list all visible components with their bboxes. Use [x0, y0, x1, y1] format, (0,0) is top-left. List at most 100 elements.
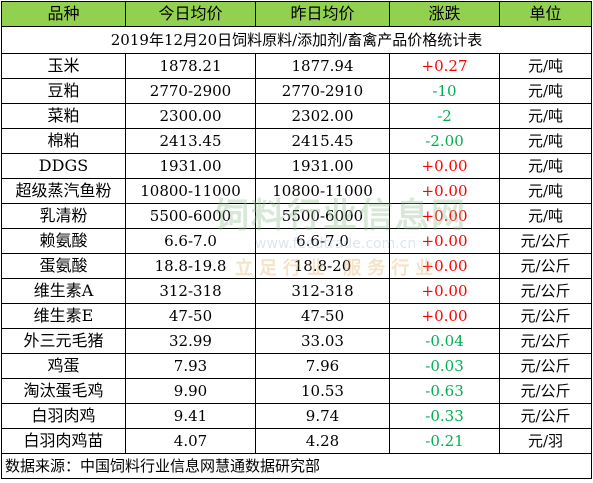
cell-change: +0.00	[389, 303, 500, 329]
table-row: 超级蒸汽鱼粉 10800-11000 10800-11000 +0.00 元/吨	[1, 178, 592, 204]
cell-name: 维生素A	[1, 278, 126, 304]
cell-name: 菜粕	[1, 103, 126, 129]
cell-change: -0.04	[389, 328, 500, 354]
cell-name: 乳清粉	[1, 203, 126, 229]
cell-yesterday-price: 5500-6000	[255, 203, 390, 229]
table-row: 外三元毛猪 32.99 33.03 -0.04 元/公斤	[1, 328, 592, 354]
footer-row: 数据来源：中国饲料行业信息网慧通数据研究部	[1, 453, 592, 479]
cell-today-price: 47-50	[125, 303, 256, 329]
cell-yesterday-price: 33.03	[255, 328, 390, 354]
cell-today-price: 4.07	[125, 428, 256, 454]
cell-change: -10	[389, 78, 500, 104]
cell-today-price: 312-318	[125, 278, 256, 304]
cell-change: +0.00	[389, 203, 500, 229]
cell-yesterday-price: 7.96	[255, 353, 390, 379]
cell-change: +0.00	[389, 278, 500, 304]
cell-unit: 元/公斤	[499, 328, 592, 354]
cell-change: -0.03	[389, 353, 500, 379]
table-row: 玉米 1878.21 1877.94 +0.27 元/吨	[1, 53, 592, 79]
cell-yesterday-price: 2770-2910	[255, 78, 390, 104]
cell-name: 超级蒸汽鱼粉	[1, 178, 126, 204]
table-row: 棉粕 2413.45 2415.45 -2.00 元/吨	[1, 128, 592, 154]
cell-unit: 元/公斤	[499, 278, 592, 304]
table-row: 蛋氨酸 18.8-19.8 18.8-20 +0.00 元/公斤	[1, 253, 592, 279]
cell-unit: 元/公斤	[499, 378, 592, 404]
table-row: 豆粕 2770-2900 2770-2910 -10 元/吨	[1, 78, 592, 104]
cell-change: -0.63	[389, 378, 500, 404]
cell-unit: 元/羽	[499, 428, 592, 454]
cell-today-price: 10800-11000	[125, 178, 256, 204]
cell-change: -0.21	[389, 428, 500, 454]
cell-today-price: 32.99	[125, 328, 256, 354]
cell-name: 蛋氨酸	[1, 253, 126, 279]
header-name: 品种	[1, 1, 126, 27]
cell-yesterday-price: 2415.45	[255, 128, 390, 154]
cell-today-price: 2413.45	[125, 128, 256, 154]
cell-change: +0.00	[389, 253, 500, 279]
cell-today-price: 1878.21	[125, 53, 256, 79]
cell-unit: 元/吨	[499, 153, 592, 179]
cell-name: 豆粕	[1, 78, 126, 104]
cell-change: +0.00	[389, 228, 500, 254]
cell-unit: 元/吨	[499, 78, 592, 104]
cell-name: 维生素E	[1, 303, 126, 329]
cell-unit: 元/公斤	[499, 353, 592, 379]
cell-yesterday-price: 18.8-20	[255, 253, 390, 279]
cell-today-price: 9.90	[125, 378, 256, 404]
cell-today-price: 9.41	[125, 403, 256, 429]
cell-yesterday-price: 47-50	[255, 303, 390, 329]
table-row: DDGS 1931.00 1931.00 +0.00 元/吨	[1, 153, 592, 179]
cell-change: -2	[389, 103, 500, 129]
cell-unit: 元/公斤	[499, 253, 592, 279]
cell-unit: 元/吨	[499, 128, 592, 154]
cell-yesterday-price: 9.74	[255, 403, 390, 429]
cell-name: 白羽肉鸡苗	[1, 428, 126, 454]
cell-unit: 元/吨	[499, 53, 592, 79]
cell-name: 棉粕	[1, 128, 126, 154]
cell-yesterday-price: 1877.94	[255, 53, 390, 79]
cell-yesterday-price: 4.28	[255, 428, 390, 454]
cell-yesterday-price: 312-318	[255, 278, 390, 304]
cell-unit: 元/公斤	[499, 403, 592, 429]
cell-today-price: 5500-6000	[125, 203, 256, 229]
table-row: 乳清粉 5500-6000 5500-6000 +0.00 元/吨	[1, 203, 592, 229]
table-row: 淘汰蛋毛鸡 9.90 10.53 -0.63 元/公斤	[1, 378, 592, 404]
cell-yesterday-price: 10800-11000	[255, 178, 390, 204]
cell-today-price: 2770-2900	[125, 78, 256, 104]
header-yesterday: 昨日均价	[255, 1, 390, 27]
cell-unit: 元/吨	[499, 178, 592, 204]
cell-unit: 元/公斤	[499, 228, 592, 254]
cell-today-price: 1931.00	[125, 153, 256, 179]
cell-name: 外三元毛猪	[1, 328, 126, 354]
cell-yesterday-price: 2302.00	[255, 103, 390, 129]
header-today: 今日均价	[125, 1, 256, 27]
table-row: 菜粕 2300.00 2302.00 -2 元/吨	[1, 103, 592, 129]
cell-name: DDGS	[1, 153, 126, 179]
data-source-note: 数据来源：中国饲料行业信息网慧通数据研究部	[1, 453, 592, 479]
cell-today-price: 18.8-19.8	[125, 253, 256, 279]
cell-change: +0.00	[389, 153, 500, 179]
table-title-row: 2019年12月20日饲料原料/添加剂/畜禽产品价格统计表	[1, 26, 592, 54]
cell-unit: 元/公斤	[499, 303, 592, 329]
header-row: 品种 今日均价 昨日均价 涨跌 单位	[1, 1, 592, 27]
table-row: 白羽肉鸡 9.41 9.74 -0.33 元/公斤	[1, 403, 592, 429]
cell-name: 鸡蛋	[1, 353, 126, 379]
cell-change: +0.00	[389, 178, 500, 204]
table-row: 鸡蛋 7.93 7.96 -0.03 元/公斤	[1, 353, 592, 379]
header-unit: 单位	[499, 1, 592, 27]
table-row: 赖氨酸 6.6-7.0 6.6-7.0 +0.00 元/公斤	[1, 228, 592, 254]
cell-change: -2.00	[389, 128, 500, 154]
cell-today-price: 6.6-7.0	[125, 228, 256, 254]
cell-name: 白羽肉鸡	[1, 403, 126, 429]
table-row: 维生素A 312-318 312-318 +0.00 元/公斤	[1, 278, 592, 304]
cell-unit: 元/吨	[499, 103, 592, 129]
table-body: 玉米 1878.21 1877.94 +0.27 元/吨 豆粕 2770-2900 2770-…	[1, 53, 592, 454]
cell-yesterday-price: 10.53	[255, 378, 390, 404]
cell-change: -0.33	[389, 403, 500, 429]
cell-unit: 元/吨	[499, 203, 592, 229]
cell-change: +0.27	[389, 53, 500, 79]
cell-name: 淘汰蛋毛鸡	[1, 378, 126, 404]
cell-yesterday-price: 1931.00	[255, 153, 390, 179]
